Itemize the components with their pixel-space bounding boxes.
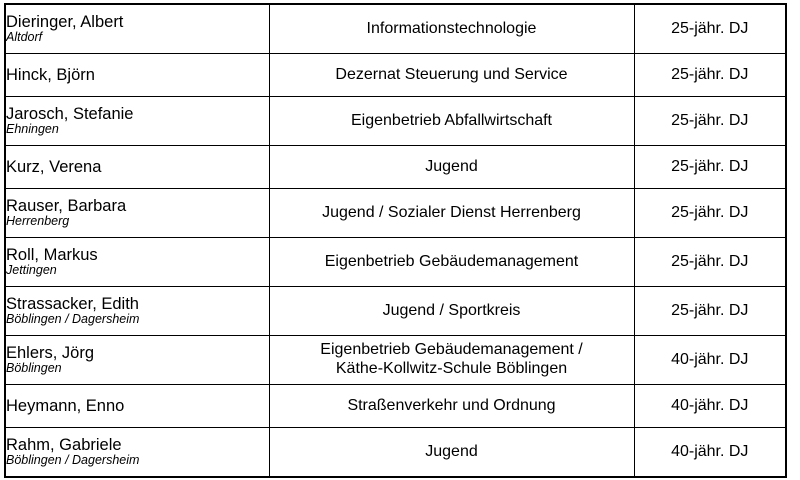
cell-person: Jarosch, Stefanie Ehningen	[4, 96, 270, 146]
cell-jubilee: 40-jähr. DJ	[633, 335, 787, 385]
table-row: Rahm, Gabriele Böblingen / Dagersheim Juge…	[4, 427, 787, 478]
cell-department: Jugend	[268, 427, 635, 478]
cell-department: Informationstechnologie	[268, 3, 635, 54]
cell-department: Dezernat Steuerung und Service	[268, 53, 635, 97]
jubilee-label: 25-jähr. DJ	[671, 157, 749, 175]
department-text: Dezernat Steuerung und Service	[270, 66, 634, 85]
cell-person: Roll, Markus Jettingen	[4, 237, 270, 287]
person-place: Böblingen / Dagersheim	[6, 453, 140, 468]
jubilee-label: 25-jähr. DJ	[671, 203, 749, 221]
department-text: Straßenverkehr und Ordnung	[270, 397, 634, 416]
jubilee-label: 40-jähr. DJ	[671, 396, 749, 414]
jubilee-label: 40-jähr. DJ	[671, 350, 749, 368]
cell-department: Eigenbetrieb Gebäudemanagement / Käthe-Ko…	[268, 335, 635, 385]
department-line: Jugend	[425, 442, 478, 460]
jubilee-label: 25-jähr. DJ	[671, 65, 749, 83]
person-place: Ehningen	[6, 122, 59, 137]
person-name: Dieringer, Albert	[6, 12, 124, 31]
person-place: Jettingen	[6, 263, 57, 278]
cell-person: Strassacker, Edith Böblingen / Dagersheim	[4, 286, 270, 336]
person-place: Böblingen / Dagersheim	[6, 312, 140, 327]
cell-person: Rauser, Barbara Herrenberg	[4, 188, 270, 238]
person-name: Rahm, Gabriele	[6, 435, 122, 454]
person-place: Herrenberg	[6, 214, 70, 229]
department-text: Informationstechnologie	[270, 20, 634, 39]
cell-jubilee: 25-jähr. DJ	[633, 286, 787, 336]
table-row: Kurz, Verena Jugend 25-jähr. DJ	[4, 145, 787, 189]
cell-jubilee: 25-jähr. DJ	[633, 3, 787, 54]
department-text: Eigenbetrieb Gebäudemanagement / Käthe-Ko…	[270, 341, 634, 379]
jubilee-label: 25-jähr. DJ	[671, 19, 749, 37]
jubilee-label: 25-jähr. DJ	[671, 301, 749, 319]
person-name: Kurz, Verena	[6, 157, 102, 176]
department-line: Dezernat Steuerung und Service	[335, 65, 568, 83]
cell-person: Heymann, Enno	[4, 384, 270, 428]
department-line: Käthe-Kollwitz-Schule Böblingen	[335, 360, 568, 377]
cell-jubilee: 40-jähr. DJ	[633, 384, 787, 428]
cell-jubilee: 25-jähr. DJ	[633, 145, 787, 189]
jubilee-label: 25-jähr. DJ	[671, 111, 749, 129]
person-name: Strassacker, Edith	[6, 294, 139, 313]
jubilee-table: Dieringer, Albert Altdorf Informationstech…	[4, 3, 787, 478]
person-name: Heymann, Enno	[6, 396, 125, 415]
table-row: Roll, Markus Jettingen Eigenbetrieb Gebäud…	[4, 237, 787, 287]
department-line: Eigenbetrieb Gebäudemanagement	[324, 252, 579, 270]
cell-person: Dieringer, Albert Altdorf	[4, 3, 270, 54]
department-text: Jugend	[270, 443, 634, 462]
person-name: Ehlers, Jörg	[6, 343, 95, 362]
person-name: Roll, Markus	[6, 245, 98, 264]
department-line: Straßenverkehr und Ordnung	[347, 396, 556, 414]
person-name: Jarosch, Stefanie	[6, 104, 134, 123]
cell-jubilee: 25-jähr. DJ	[633, 96, 787, 146]
table-row: Dieringer, Albert Altdorf Informationstech…	[4, 3, 787, 54]
department-line: Informationstechnologie	[366, 19, 537, 37]
cell-person: Ehlers, Jörg Böblingen	[4, 335, 270, 385]
cell-person: Rahm, Gabriele Böblingen / Dagersheim	[4, 427, 270, 478]
table-body: Dieringer, Albert Altdorf Informationstech…	[4, 3, 787, 478]
department-text: Jugend / Sozialer Dienst Herrenberg	[270, 204, 634, 223]
person-name: Rauser, Barbara	[6, 196, 127, 215]
department-line: Jugend / Sportkreis	[382, 301, 521, 319]
cell-department: Jugend	[268, 145, 635, 189]
cell-jubilee: 25-jähr. DJ	[633, 188, 787, 238]
table-row: Jarosch, Stefanie Ehningen Eigenbetrieb Ab…	[4, 96, 787, 146]
cell-department: Straßenverkehr und Ordnung	[268, 384, 635, 428]
jubilee-label: 25-jähr. DJ	[671, 252, 749, 270]
department-line: Eigenbetrieb Gebäudemanagement /	[320, 341, 583, 359]
department-text: Eigenbetrieb Abfallwirtschaft	[270, 112, 634, 131]
cell-person: Kurz, Verena	[4, 145, 270, 189]
jubilee-label: 40-jähr. DJ	[671, 442, 749, 460]
table-row: Heymann, Enno Straßenverkehr und Ordnung 4…	[4, 384, 787, 428]
department-text: Eigenbetrieb Gebäudemanagement	[270, 253, 634, 272]
department-line: Jugend	[425, 157, 478, 175]
table-row: Rauser, Barbara Herrenberg Jugend / Sozial…	[4, 188, 787, 238]
department-line: Jugend / Sozialer Dienst Herrenberg	[322, 203, 581, 221]
cell-department: Jugend / Sportkreis	[268, 286, 635, 336]
cell-jubilee: 40-jähr. DJ	[633, 427, 787, 478]
cell-person: Hinck, Björn	[4, 53, 270, 97]
department-line: Eigenbetrieb Abfallwirtschaft	[351, 111, 552, 129]
cell-jubilee: 25-jähr. DJ	[633, 53, 787, 97]
table-row: Ehlers, Jörg Böblingen Eigenbetrieb Gebäud…	[4, 335, 787, 385]
cell-department: Jugend / Sozialer Dienst Herrenberg	[268, 188, 635, 238]
person-place: Böblingen	[6, 361, 62, 376]
person-name: Hinck, Björn	[6, 65, 95, 84]
cell-department: Eigenbetrieb Gebäudemanagement	[268, 237, 635, 287]
person-place: Altdorf	[6, 30, 43, 45]
cell-department: Eigenbetrieb Abfallwirtschaft	[268, 96, 635, 146]
cell-jubilee: 25-jähr. DJ	[633, 237, 787, 287]
table-row: Strassacker, Edith Böblingen / Dagersheim…	[4, 286, 787, 336]
department-text: Jugend	[270, 158, 634, 177]
department-text: Jugend / Sportkreis	[270, 302, 634, 321]
table-row: Hinck, Björn Dezernat Steuerung und Servi…	[4, 53, 787, 97]
